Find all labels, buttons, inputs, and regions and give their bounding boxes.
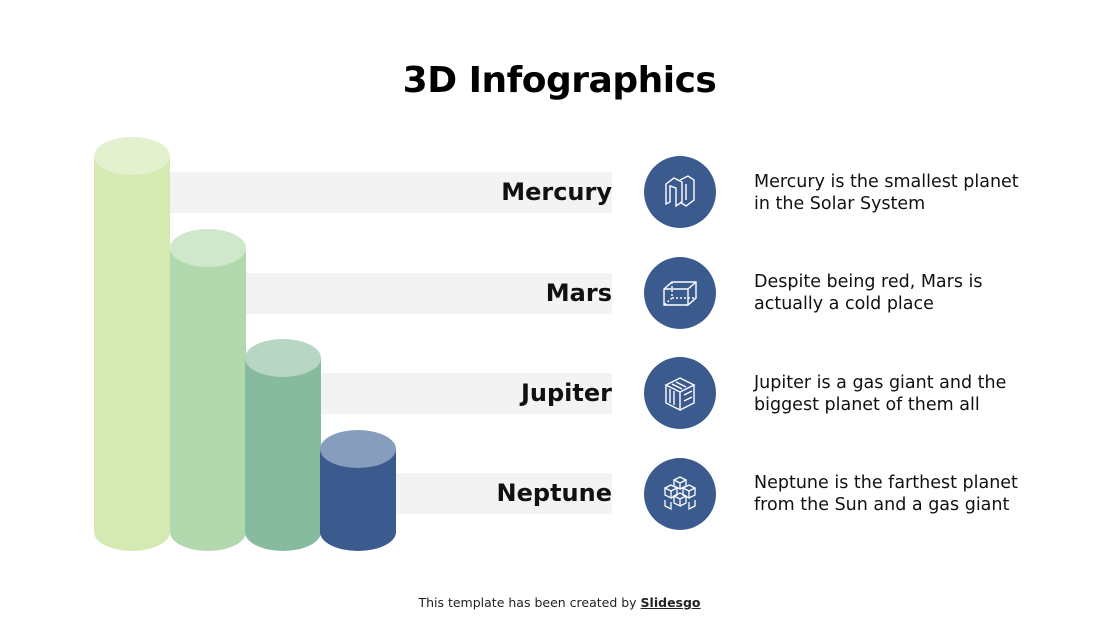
cylinder-top <box>320 430 396 468</box>
cylinder-top <box>94 137 170 175</box>
icon-circle-neptune <box>644 458 716 530</box>
description-line: biggest planet of them all <box>754 395 980 415</box>
cylinder-body <box>320 449 396 551</box>
maze-cube-icon <box>664 377 696 412</box>
description-line: Neptune is the farthest planet <box>754 473 1018 493</box>
cylinder-body <box>94 156 170 551</box>
label-neptune: Neptune <box>496 479 612 507</box>
band-neptune <box>396 473 612 514</box>
description-line: Jupiter is a gas giant and the <box>754 373 1007 393</box>
cylinder-mars <box>170 229 246 551</box>
wireframe-cube-icon <box>663 281 697 306</box>
slidesgo-link[interactable]: Slidesgo <box>640 595 701 610</box>
description-line: Despite being red, Mars is <box>754 272 983 292</box>
label-jupiter: Jupiter <box>520 379 612 407</box>
band-mars <box>245 273 612 314</box>
cylinder-body <box>170 248 246 551</box>
band-jupiter <box>320 373 612 414</box>
icon-circle-mercury <box>644 156 716 228</box>
impossible-shape-icon <box>665 175 695 208</box>
cylinder-neptune <box>320 430 396 551</box>
icon-circle-mars <box>644 257 716 329</box>
description-jupiter: Jupiter is a gas giant and the biggest pl… <box>754 372 1074 416</box>
cylinder-top <box>170 229 246 267</box>
cylinder-mercury <box>94 137 170 551</box>
description-mercury: Mercury is the smallest planet in the Sol… <box>754 171 1074 215</box>
description-line: from the Sun and a gas giant <box>754 495 1010 515</box>
footer: This template has been created by Slides… <box>0 595 1119 610</box>
description-line: Mercury is the smallest planet <box>754 172 1019 192</box>
cylinder-top <box>245 339 321 377</box>
cylinder-jupiter <box>245 339 321 551</box>
cylinder-body <box>245 358 321 551</box>
cylinder-chart <box>94 137 396 551</box>
description-line: actually a cold place <box>754 294 934 314</box>
label-mars: Mars <box>545 279 612 307</box>
icon-circle-jupiter <box>644 357 716 429</box>
label-mercury: Mercury <box>501 178 612 206</box>
page-title: 3D Infographics <box>402 60 717 101</box>
footer-text: This template has been created by <box>418 595 641 610</box>
description-neptune: Neptune is the farthest planet from the S… <box>754 472 1074 516</box>
description-line: in the Solar System <box>754 194 926 214</box>
description-mars: Despite being red, Mars is actually a col… <box>754 271 1074 315</box>
cube-cluster-icon <box>663 476 697 511</box>
band-mercury <box>170 172 612 213</box>
